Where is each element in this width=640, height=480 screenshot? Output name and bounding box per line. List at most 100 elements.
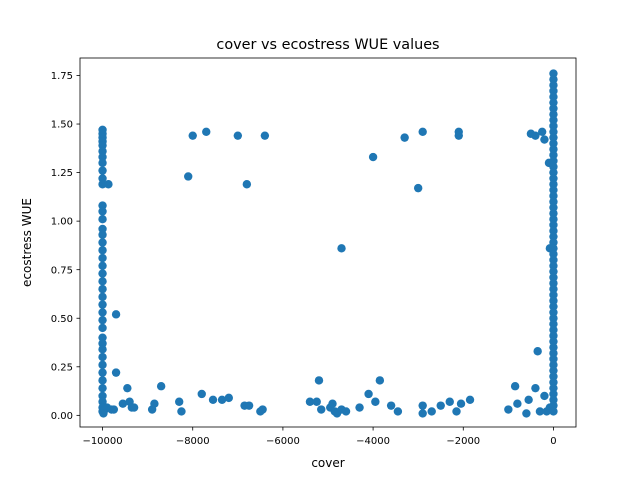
- chart-title: cover vs ecostress WUE values: [216, 37, 439, 53]
- data-point: [549, 372, 558, 381]
- data-point: [549, 209, 558, 218]
- data-point: [549, 279, 558, 288]
- data-point: [549, 203, 558, 212]
- data-point: [549, 127, 558, 136]
- data-point: [418, 409, 427, 418]
- data-point: [549, 110, 558, 119]
- data-point: [98, 368, 107, 377]
- data-point: [549, 98, 558, 107]
- data-point: [98, 224, 107, 234]
- data-point: [98, 391, 107, 401]
- data-point: [537, 127, 547, 136]
- data-point: [549, 145, 558, 154]
- data-point: [549, 80, 558, 90]
- data-point: [355, 403, 364, 412]
- data-point: [400, 133, 409, 142]
- data-point: [98, 300, 107, 309]
- data-point: [98, 292, 107, 302]
- data-point: [549, 150, 558, 160]
- data-point: [549, 232, 558, 241]
- y-axis-label: ecostress WUE: [20, 198, 34, 287]
- data-point: [260, 131, 270, 140]
- data-point: [456, 399, 466, 408]
- data-point: [549, 197, 558, 206]
- data-point: [98, 214, 107, 224]
- data-point: [549, 360, 558, 370]
- data-point: [98, 141, 107, 150]
- data-point: [427, 407, 436, 416]
- data-point: [524, 395, 533, 405]
- x-tick-label: 0: [550, 436, 556, 447]
- data-point: [98, 201, 107, 210]
- data-point: [337, 244, 346, 253]
- data-point: [98, 147, 107, 156]
- data-point: [549, 92, 558, 102]
- data-point: [98, 230, 107, 239]
- data-point: [549, 284, 558, 294]
- data-point: [549, 401, 558, 410]
- data-point: [98, 261, 107, 271]
- data-point: [522, 409, 531, 418]
- data-point: [98, 152, 107, 162]
- data-point: [98, 397, 107, 406]
- data-point: [109, 405, 119, 414]
- data-point: [98, 207, 107, 216]
- data-point: [549, 267, 558, 276]
- data-point: [549, 395, 558, 405]
- data-point: [549, 226, 558, 236]
- data-point: [549, 104, 558, 113]
- data-point: [549, 308, 558, 317]
- data-point: [549, 354, 558, 364]
- data-point: [98, 333, 107, 342]
- data-point: [129, 403, 139, 412]
- x-axis-label: cover: [311, 456, 344, 470]
- data-point: [98, 323, 107, 333]
- data-point: [549, 383, 558, 393]
- data-point: [98, 360, 107, 370]
- points-layer: [98, 69, 558, 418]
- data-point: [364, 389, 373, 399]
- data-point: [188, 131, 197, 140]
- data-point: [510, 382, 520, 391]
- data-point: [549, 261, 558, 271]
- data-point: [549, 185, 558, 195]
- data-point: [98, 180, 107, 189]
- x-axis: −10000 −8000 −6000 −4000 −2000 0: [82, 427, 557, 447]
- data-point: [549, 349, 558, 358]
- data-point: [549, 121, 558, 131]
- data-point: [549, 220, 558, 230]
- data-point: [111, 310, 121, 319]
- data-point: [549, 249, 558, 259]
- data-point: [328, 399, 337, 408]
- data-point: [202, 127, 211, 136]
- data-point: [465, 395, 475, 405]
- data-point: [98, 339, 107, 348]
- data-point: [549, 86, 558, 96]
- data-point: [418, 401, 427, 410]
- data-point: [445, 397, 454, 406]
- data-point: [371, 397, 380, 406]
- data-point: [98, 315, 107, 325]
- data-point: [549, 378, 558, 387]
- data-point: [98, 238, 107, 247]
- data-point: [549, 174, 558, 183]
- data-point: [549, 325, 558, 335]
- data-point: [549, 69, 558, 78]
- y-tick-label: 1.25: [51, 168, 73, 179]
- x-tick-label: −8000: [176, 436, 210, 447]
- data-point: [341, 407, 351, 416]
- data-point: [549, 407, 558, 416]
- x-tick-label: −10000: [82, 436, 122, 447]
- data-point: [540, 135, 549, 144]
- data-point: [123, 383, 132, 393]
- data-point: [535, 407, 545, 416]
- data-point: [549, 290, 558, 300]
- data-point: [549, 244, 558, 253]
- data-point: [393, 407, 403, 416]
- data-point: [104, 180, 113, 189]
- data-point: [549, 302, 558, 311]
- data-point: [549, 331, 558, 340]
- data-point: [98, 269, 107, 278]
- data-point: [549, 162, 558, 171]
- data-point: [184, 172, 193, 181]
